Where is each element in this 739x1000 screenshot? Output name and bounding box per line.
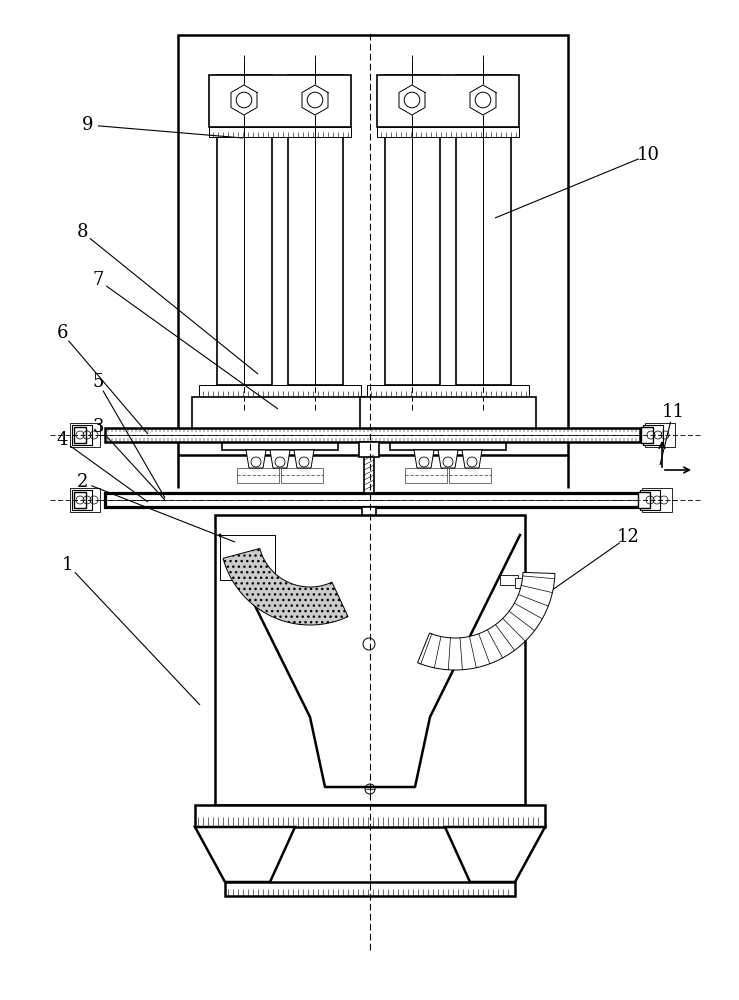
Polygon shape	[418, 572, 555, 670]
Bar	[70, 488, 100, 512]
Text: 5: 5	[92, 373, 103, 391]
Text: 12: 12	[616, 528, 639, 546]
Bar	[377, 127, 519, 137]
Text: 11: 11	[661, 403, 684, 421]
Bar	[74, 492, 86, 508]
Bar	[362, 507, 376, 567]
Polygon shape	[414, 450, 434, 468]
Polygon shape	[270, 450, 290, 468]
Polygon shape	[294, 450, 314, 468]
Bar	[222, 432, 338, 450]
Bar	[72, 490, 92, 510]
Polygon shape	[195, 827, 295, 882]
Text: 3: 3	[92, 418, 103, 436]
Bar	[281, 468, 323, 483]
Bar	[74, 427, 86, 443]
Text: 2: 2	[76, 473, 88, 491]
Bar	[405, 468, 447, 483]
Bar	[220, 535, 275, 580]
Bar	[643, 425, 663, 445]
Text: 1: 1	[62, 556, 74, 574]
Bar	[334, 594, 342, 632]
Bar	[396, 594, 404, 632]
Bar	[638, 492, 650, 508]
Text: 4: 4	[56, 431, 68, 449]
Text: 10: 10	[636, 146, 659, 164]
Text: 9: 9	[82, 116, 94, 134]
Polygon shape	[223, 548, 348, 625]
Bar	[288, 75, 343, 385]
Bar	[385, 75, 440, 385]
Bar	[359, 442, 379, 457]
Bar	[237, 468, 279, 483]
Bar	[364, 442, 374, 493]
Bar	[209, 75, 351, 127]
Bar	[209, 127, 351, 137]
Polygon shape	[246, 450, 266, 468]
Polygon shape	[462, 450, 482, 468]
Bar	[192, 397, 368, 432]
Bar	[377, 75, 519, 127]
Bar	[449, 468, 491, 483]
Bar	[530, 581, 548, 591]
Bar	[642, 488, 672, 512]
Polygon shape	[445, 827, 545, 882]
Bar	[215, 515, 525, 805]
Bar	[515, 578, 533, 588]
Bar	[178, 35, 568, 455]
Bar	[105, 428, 640, 442]
Bar	[217, 75, 272, 385]
Polygon shape	[438, 450, 458, 468]
Bar	[390, 432, 506, 450]
Bar	[500, 575, 518, 585]
Bar	[199, 385, 361, 397]
Bar	[195, 805, 545, 827]
Bar	[640, 490, 660, 510]
Polygon shape	[470, 85, 496, 115]
Text: 8: 8	[76, 223, 88, 241]
Bar	[641, 427, 653, 443]
Bar	[225, 882, 515, 896]
Bar	[367, 385, 529, 397]
Polygon shape	[302, 85, 328, 115]
Polygon shape	[231, 85, 257, 115]
Bar	[72, 425, 92, 445]
Bar	[342, 572, 397, 594]
Bar	[456, 75, 511, 385]
Bar	[645, 423, 675, 447]
Bar	[70, 423, 100, 447]
Text: 6: 6	[56, 324, 68, 342]
Bar	[105, 493, 640, 507]
Bar	[334, 624, 404, 632]
Polygon shape	[399, 85, 425, 115]
Text: 7: 7	[92, 271, 103, 289]
Bar	[360, 397, 536, 432]
